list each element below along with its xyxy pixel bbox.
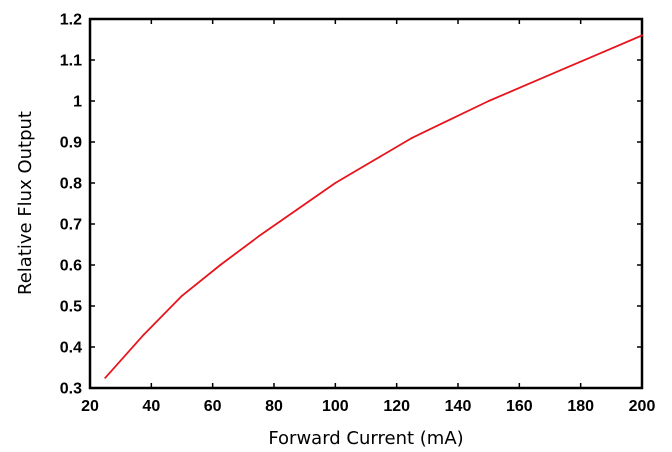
data-point <box>257 235 260 238</box>
x-tick-label: 200 <box>629 398 656 415</box>
y-tick-label: 1.1 <box>60 53 82 70</box>
y-tick-label: 0.8 <box>60 176 82 193</box>
x-tick-label: 60 <box>204 398 222 415</box>
data-point <box>334 182 337 184</box>
data-point <box>219 264 222 266</box>
data-point <box>641 34 643 37</box>
y-tick-label: 0.6 <box>60 258 82 275</box>
data-point <box>142 333 145 336</box>
x-tick-label: 180 <box>567 398 594 415</box>
x-tick-label: 100 <box>322 398 349 415</box>
data-point <box>372 159 375 162</box>
x-tick-label: 40 <box>142 398 160 415</box>
plot-area-frame <box>88 17 644 390</box>
x-tick-label: 160 <box>506 398 533 415</box>
data-point <box>602 50 605 53</box>
data-point <box>526 83 528 86</box>
data-point <box>181 294 183 297</box>
y-tick-label: 0.9 <box>60 135 82 152</box>
x-tick-label: 20 <box>81 398 99 415</box>
x-tick-label: 120 <box>383 398 410 415</box>
x-axis-ticks: 20 40 60 80 100 120 140 160 180 200 <box>81 19 655 415</box>
y-tick-label: 0.7 <box>60 217 82 234</box>
y-axis-ticks: 0.3 0.4 0.5 0.6 0.7 0.8 0.9 1 1.1 1.2 <box>60 12 642 398</box>
data-point <box>104 376 107 379</box>
x-tick-label: 140 <box>445 398 472 415</box>
y-tick-label: 1 <box>73 94 82 111</box>
x-tick-label: 80 <box>265 398 283 415</box>
data-point <box>487 100 490 102</box>
x-axis-label: Forward Current (mA) <box>268 428 463 449</box>
y-tick-label: 0.4 <box>60 340 82 357</box>
y-tick-label: 0.5 <box>60 299 82 316</box>
y-axis-label: Relative Flux Output <box>15 111 36 295</box>
series-layer <box>104 34 643 379</box>
y-tick-label: 1.2 <box>60 12 82 29</box>
y-tick-label: 0.3 <box>60 381 82 398</box>
data-point <box>296 208 298 211</box>
data-point <box>449 118 452 121</box>
data-point <box>411 137 413 139</box>
series-line <box>104 34 643 379</box>
data-point <box>564 67 567 70</box>
